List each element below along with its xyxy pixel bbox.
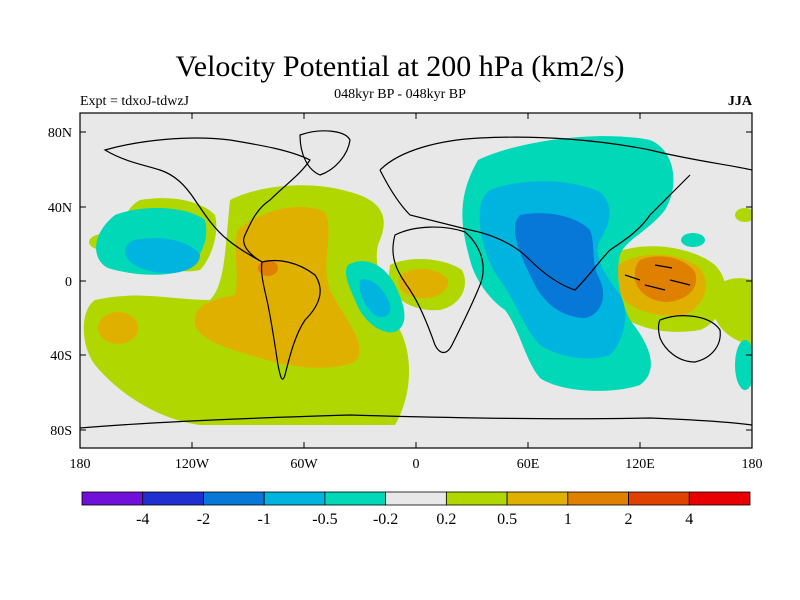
- negative-mid-north-pacific: [125, 238, 200, 274]
- colorbar-swatch: [324, 491, 387, 506]
- colorbar-label: -0.2: [373, 511, 398, 528]
- negative-mid-atlantic: [359, 279, 391, 317]
- coast-north-america: [103, 137, 311, 263]
- lon-label-60e: 60E: [517, 457, 540, 472]
- lat-label-40n: 40N: [48, 201, 72, 216]
- colorbar-label: 0.2: [436, 511, 456, 528]
- colorbar-swatch: [506, 491, 569, 506]
- colorbar: -4 -2 -1 -0.5 -0.2 0.2 0.5 1 2 4: [81, 491, 751, 528]
- positive-patch-east: [735, 208, 752, 222]
- mid-positive-americas: [194, 206, 360, 368]
- colorbar-swatch: [567, 491, 629, 506]
- negative-patch-east: [735, 340, 752, 390]
- colorbar-swatch: [203, 491, 265, 506]
- colorbar-swatch: [385, 491, 447, 506]
- lat-label-0: 0: [65, 275, 72, 290]
- lon-label-180w: 180: [70, 457, 91, 472]
- strong-positive-americas: [258, 260, 278, 276]
- lon-label-0: 0: [413, 457, 420, 472]
- colorbar-label: -1: [258, 511, 271, 528]
- strong-positive-maritime: [634, 256, 697, 302]
- colorbar-swatch: [445, 491, 508, 506]
- colorbar-label: -2: [197, 511, 210, 528]
- lon-label-60w: 60W: [290, 457, 318, 472]
- coast-antarctica: [80, 414, 752, 429]
- colorbar-label: 2: [625, 511, 633, 528]
- coast-indonesia: [624, 264, 691, 291]
- experiment-label: Expt = tdxoJ-tdwzJ: [80, 94, 189, 109]
- lon-label-120w: 120W: [175, 457, 210, 472]
- plot-subtitle: 048kyr BP - 048kyr BP: [334, 87, 466, 102]
- colorbar-swatch: [628, 491, 690, 506]
- colorbar-swatch: [688, 491, 751, 506]
- coastlines: [80, 130, 752, 429]
- colorbar-swatch: [142, 491, 204, 506]
- colorbar-swatch: [81, 491, 144, 506]
- colorbar-label: 4: [685, 511, 693, 528]
- colorbar-label: -0.5: [312, 511, 337, 528]
- coast-greenland: [299, 130, 351, 176]
- colorbar-swatch: [263, 491, 326, 506]
- coast-australia: [657, 315, 721, 363]
- lat-axis: 80N 40N 0 40S 80S: [48, 126, 752, 439]
- season-label: JJA: [727, 94, 752, 109]
- plot-title: Velocity Potential at 200 hPa (km2/s): [175, 50, 625, 83]
- lon-axis: 180 120W 60W 0 60E 120E 180: [70, 113, 763, 472]
- lat-label-40s: 40S: [50, 349, 72, 364]
- lat-label-80n: 80N: [48, 126, 72, 141]
- negative-patch-pacific: [681, 233, 705, 247]
- coast-europe-asia: [379, 136, 752, 291]
- colorbar-label: 0.5: [497, 511, 517, 528]
- coast-africa: [392, 226, 484, 354]
- mid-positive-pacific: [98, 312, 138, 344]
- colorbar-label: 1: [564, 511, 572, 528]
- coast-south-america: [260, 259, 321, 380]
- contour-fill-layer: [80, 113, 752, 448]
- colorbar-label: -4: [136, 511, 149, 528]
- negative-strong-asia: [515, 213, 604, 318]
- lon-label-120e: 120E: [625, 457, 655, 472]
- lat-label-80s: 80S: [50, 424, 72, 439]
- lon-label-180e: 180: [742, 457, 763, 472]
